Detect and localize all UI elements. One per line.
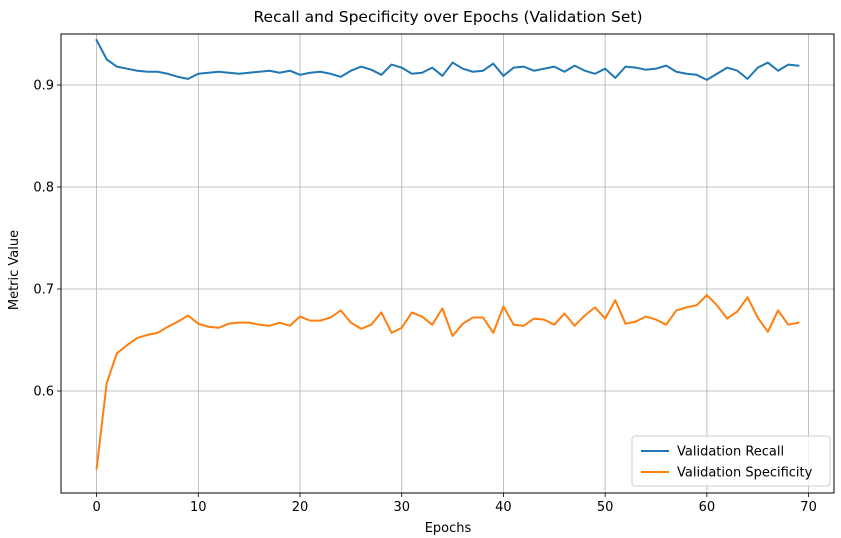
legend-label-recall: Validation Recall <box>677 445 784 460</box>
x-tick-label: 30 <box>393 500 410 515</box>
plot-frame <box>60 33 835 494</box>
legend: Validation Recall Validation Specificity <box>631 435 831 487</box>
x-tick-label: 10 <box>190 500 207 515</box>
y-tick-label: 0.8 <box>33 181 54 196</box>
series-layer <box>95 38 800 470</box>
x-tick-label: 60 <box>699 500 716 515</box>
plot-area <box>61 34 834 493</box>
x-axis-label: Epochs <box>425 521 472 536</box>
ticks: 0 10 20 30 40 50 60 70 0.6 0.7 0.8 0.9 <box>33 79 817 516</box>
x-tick-label: 0 <box>92 500 100 515</box>
x-tick-label: 40 <box>495 500 512 515</box>
x-tick-label: 20 <box>292 500 309 515</box>
y-tick-label: 0.7 <box>33 283 54 298</box>
legend-box <box>631 435 831 487</box>
x-tick-label: 50 <box>597 500 614 515</box>
series-line-recall <box>95 38 800 81</box>
legend-label-specificity: Validation Specificity <box>677 466 813 481</box>
y-axis-label: Metric Value <box>7 230 22 310</box>
series-line-specificity <box>95 294 800 470</box>
y-tick-label: 0.6 <box>33 385 54 400</box>
chart-title: Recall and Specificity over Epochs (Vali… <box>253 8 642 26</box>
y-tick-label: 0.9 <box>33 79 54 94</box>
grid <box>61 34 834 493</box>
x-tick-label: 70 <box>800 500 817 515</box>
